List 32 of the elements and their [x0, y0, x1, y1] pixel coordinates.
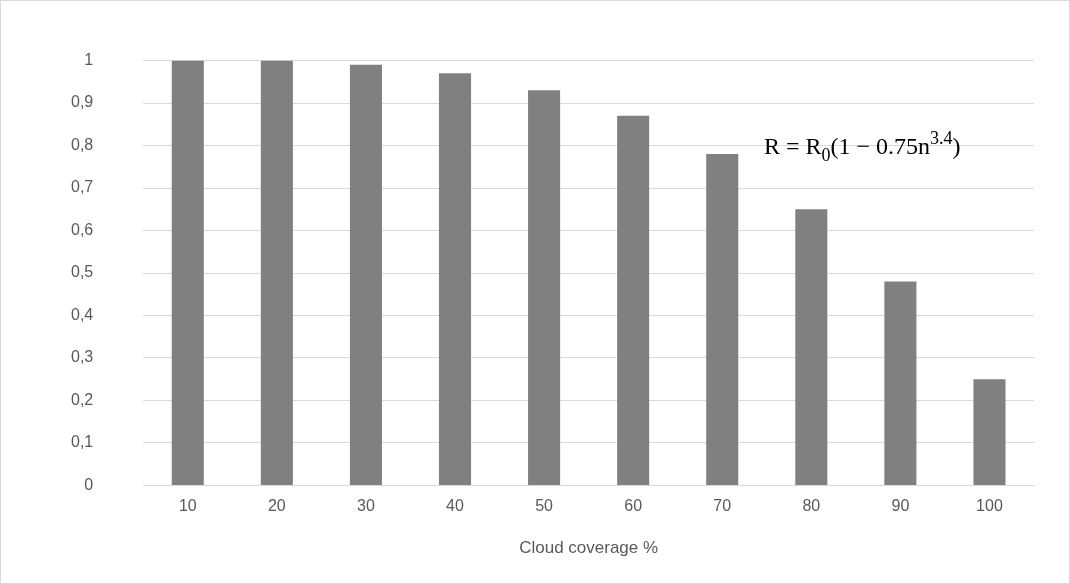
x-tick-label: 90	[891, 497, 910, 515]
x-tick-label: 70	[713, 497, 732, 515]
x-axis-title: Cloud coverage %	[519, 538, 659, 558]
y-tick-label: 0,1	[70, 433, 94, 451]
bar	[171, 60, 204, 485]
y-tick-label: 0,6	[70, 220, 94, 238]
y-tick-label: 0,5	[70, 263, 94, 281]
y-tick-label: 1	[84, 51, 94, 69]
bar	[795, 209, 828, 485]
y-tick-label: 0,2	[70, 390, 94, 408]
x-tick-label: 50	[535, 497, 554, 515]
x-tick-label: 80	[802, 497, 821, 515]
x-tick-label: 10	[178, 497, 197, 515]
y-tick-label: 0,3	[70, 348, 94, 366]
x-tick-label: 30	[357, 497, 375, 515]
bar	[349, 64, 382, 485]
bar	[617, 115, 650, 485]
bar	[973, 379, 1006, 485]
x-tick-label: 100	[976, 497, 1003, 515]
y-tick-label: 0,4	[70, 305, 94, 323]
bar	[438, 73, 472, 485]
x-tick-label: 60	[624, 497, 643, 515]
bar	[706, 154, 739, 485]
y-tick-label: 0,7	[70, 178, 94, 196]
bar	[260, 60, 293, 485]
x-tick-label: 40	[446, 497, 465, 515]
bar	[528, 90, 561, 485]
x-tick-label: 20	[267, 497, 286, 515]
y-tick-label: 0	[84, 475, 94, 493]
y-tick-label: 0,9	[70, 93, 94, 111]
y-tick-label: 0,8	[70, 135, 94, 153]
bar	[884, 281, 917, 485]
